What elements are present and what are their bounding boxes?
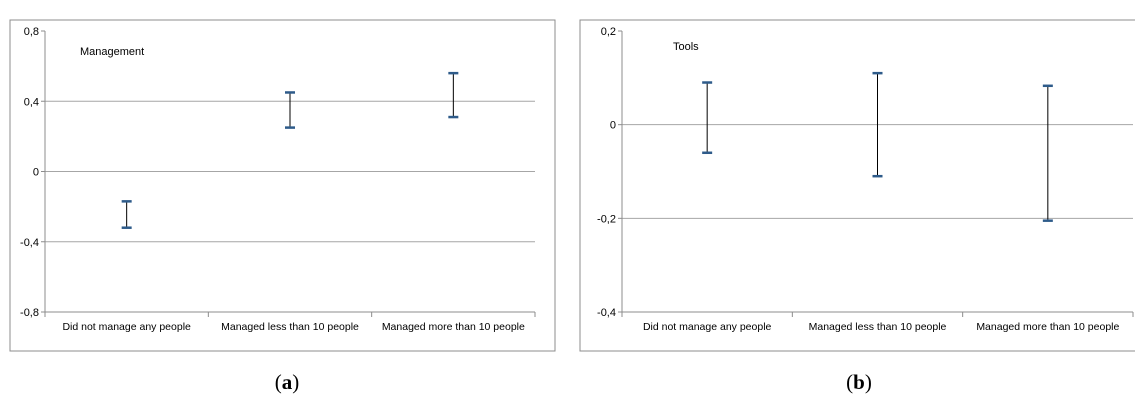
- x-category-label: Managed less than 10 people: [221, 321, 359, 333]
- x-category-label: Did not manage any people: [62, 321, 191, 333]
- caption-b-letter: b: [853, 370, 865, 394]
- y-tick-label: 0,2: [601, 26, 616, 38]
- chart-frame-b: [579, 19, 1135, 352]
- caption-a: (a): [274, 370, 300, 394]
- x-category-label: Did not manage any people: [643, 321, 772, 333]
- chart-annotation-b: Tools: [673, 41, 699, 53]
- caption-a-letter: a: [281, 370, 293, 394]
- x-category-label: Managed more than 10 people: [382, 321, 525, 333]
- chart-panel-a: 0,8 0,4 0 -0,4 -0,8 Did not manage any people…: [0, 0, 560, 365]
- y-tick-label: 0,4: [24, 96, 39, 108]
- y-tick-label: -0,2: [597, 213, 616, 225]
- y-tick-label: -0,4: [20, 237, 39, 249]
- y-tick-label: 0: [610, 120, 616, 132]
- y-tick-label: -0,4: [597, 307, 616, 319]
- y-tick-label: -0,8: [20, 307, 39, 319]
- errorbar-chart-b: 0,2 0 -0,2 -0,4 Did not manage any people Man…: [579, 19, 1135, 352]
- y-tick-label: 0,8: [24, 26, 39, 38]
- caption-b: (b): [846, 370, 872, 394]
- chart-frame-a: [9, 19, 556, 352]
- y-tick-label: 0: [33, 167, 39, 179]
- x-category-label: Managed less than 10 people: [809, 321, 947, 333]
- chart-annotation-a: Management: [80, 46, 144, 58]
- chart-panel-b: 0,2 0 -0,2 -0,4 Did not manage any people Man…: [570, 0, 1135, 365]
- x-category-label: Managed more than 10 people: [976, 321, 1119, 333]
- errorbar-chart-a: 0,8 0,4 0 -0,4 -0,8 Did not manage any people…: [9, 19, 556, 352]
